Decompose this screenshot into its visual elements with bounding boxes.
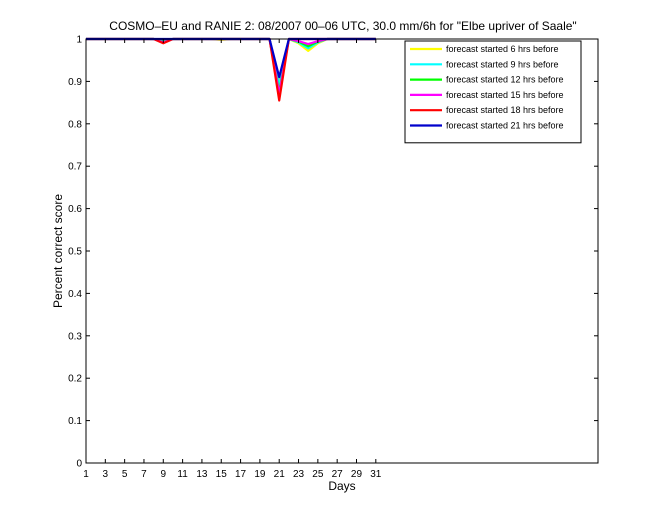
y-tick-label: 0.8 [68,119,82,130]
legend-label: forecast started 12 hrs before [446,75,564,85]
y-tick-label: 0.6 [68,204,82,215]
x-tick-label: 27 [332,469,344,480]
plot-lines [86,37,376,102]
x-tick-label: 15 [216,469,228,480]
series-line-1 [86,37,376,85]
x-tick-label: 29 [351,469,363,480]
series-line-4 [86,37,376,96]
x-tick-label: 17 [235,469,247,480]
legend-label: forecast started 21 hrs before [446,121,564,131]
x-tick-label: 21 [274,469,286,480]
x-tick-label: 19 [254,469,266,480]
legend-label: forecast started 9 hrs before [446,59,559,69]
y-tick-label: 0.1 [68,416,82,427]
x-tick-label: 7 [141,469,147,480]
legend-label: forecast started 15 hrs before [446,90,564,100]
legend-label: forecast started 6 hrs before [446,44,559,54]
x-axis-label: Days [328,479,355,493]
y-tick-label: 0.9 [68,77,82,88]
y-tick-label: 0.4 [68,289,82,300]
y-tick-label: 0.3 [68,331,82,342]
legend-label: forecast started 18 hrs before [446,105,564,115]
y-tick-label: 0.2 [68,374,82,385]
x-tick-label: 23 [293,469,305,480]
y-tick-label: 0.7 [68,162,82,173]
x-tick-label: 9 [161,469,167,480]
x-axis-ticks: 1 3 5 7 9 11 13 15 17 19 21 23 25 27 29 31 [83,39,382,480]
x-tick-label: 11 [177,469,188,480]
y-axis-ticks: 0 0.1 0.2 0.3 0.4 0.5 0.6 0.7 0.8 0.9 1 [68,35,598,470]
y-tick-label: 0.5 [68,247,82,258]
legend: forecast started 6 hrs before forecast st… [404,40,582,144]
x-tick-label: 3 [103,469,109,480]
series-line-5 [86,37,376,102]
series-line-2 [86,37,376,87]
x-tick-label: 25 [312,469,324,480]
y-tick-label: 0 [76,459,82,470]
x-tick-label: 5 [122,469,128,480]
y-axis-label: Percent correct score [51,194,65,308]
chart-title: COSMO–EU and RANIE 2: 08/2007 00–06 UTC,… [109,19,576,33]
y-tick-label: 1 [76,35,82,46]
x-tick-label: 1 [83,469,89,480]
series-line-6 [86,37,376,79]
series-line-3 [86,37,376,94]
x-tick-label: 31 [370,469,382,480]
x-tick-label: 13 [196,469,208,480]
